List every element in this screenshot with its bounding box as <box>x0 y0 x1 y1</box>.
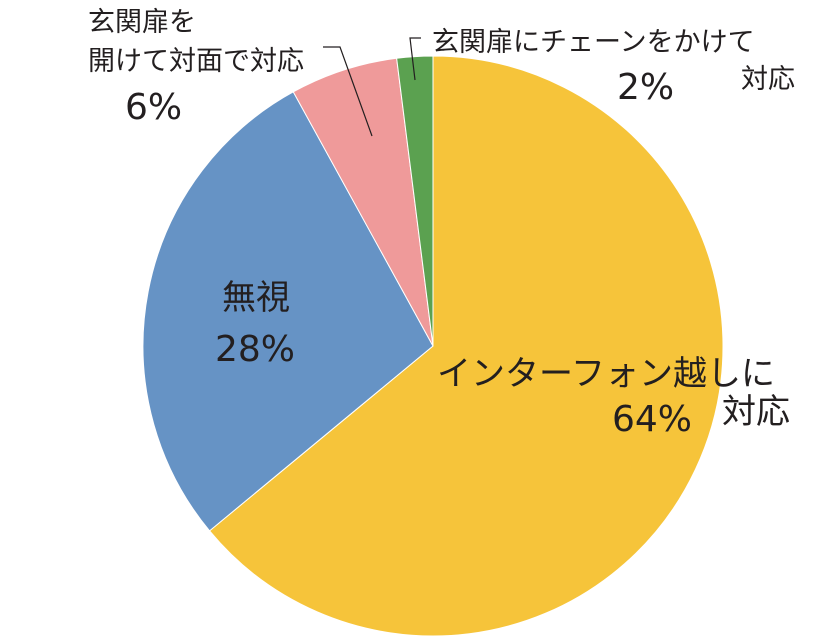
slice-pct-ignore: 28% <box>215 329 295 370</box>
slice-label-intercom-line2: 対応 <box>722 392 790 432</box>
slice-label-chain-line2: 対応 <box>741 64 795 95</box>
slice-pct-open-door: 6% <box>125 87 182 128</box>
slice-label-open-door-line1: 玄関扉を <box>88 7 196 38</box>
slices-layer <box>142 55 724 637</box>
leader-line-chain <box>409 37 421 81</box>
slice-pct-chain: 2% <box>617 67 674 108</box>
leader-lines <box>323 37 421 137</box>
leader-line-open-door <box>323 46 373 137</box>
slice-ignore <box>142 91 434 532</box>
slice-pct-intercom: 64% <box>612 399 692 440</box>
slice-label-chain-line1: 玄関扉にチェーンをかけて <box>432 27 755 58</box>
slice-label-open-door-line2: 開けて対面で対応 <box>88 46 304 77</box>
slice-intercom <box>208 55 724 637</box>
slice-chain <box>396 55 434 347</box>
slice-label-ignore: 無視 <box>222 278 290 318</box>
slice-label-intercom-line1: インターフォン越しに <box>437 354 775 394</box>
